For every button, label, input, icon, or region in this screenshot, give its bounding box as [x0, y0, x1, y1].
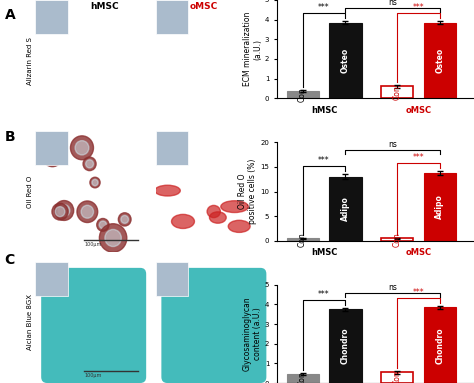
Circle shape [100, 224, 127, 252]
Ellipse shape [155, 185, 180, 196]
Text: oMSC: oMSC [405, 249, 431, 257]
Bar [424, 23, 456, 98]
Text: ***: *** [412, 288, 424, 297]
Bar [381, 87, 413, 98]
Text: A: A [5, 8, 16, 22]
Ellipse shape [172, 214, 194, 229]
Circle shape [55, 201, 73, 221]
Text: 50μm: 50μm [96, 111, 110, 116]
Bar [286, 374, 319, 383]
Text: Oil Red O: Oil Red O [27, 175, 33, 208]
Y-axis label: ECM mineralization
(a.U.): ECM mineralization (a.U.) [243, 12, 262, 86]
Text: oMSC: oMSC [190, 2, 218, 11]
FancyBboxPatch shape [155, 262, 188, 296]
FancyBboxPatch shape [155, 0, 188, 34]
Text: Con: Con [298, 87, 307, 102]
Text: 100μm: 100μm [84, 373, 102, 378]
Text: C: C [5, 253, 15, 267]
Text: hMSC: hMSC [90, 2, 118, 11]
Circle shape [86, 160, 93, 168]
Circle shape [52, 203, 68, 220]
Circle shape [105, 229, 121, 247]
Text: ***: *** [412, 153, 424, 162]
Circle shape [97, 218, 109, 231]
Text: B: B [5, 130, 15, 144]
Text: 100μm: 100μm [84, 242, 102, 247]
Circle shape [83, 157, 96, 171]
Bar [286, 91, 319, 98]
Circle shape [42, 145, 63, 167]
Circle shape [118, 213, 131, 226]
Y-axis label: Glycosaminoglycan
content (a.U.): Glycosaminoglycan content (a.U.) [243, 296, 262, 371]
Text: Con: Con [392, 370, 401, 383]
Ellipse shape [221, 201, 248, 213]
Ellipse shape [210, 212, 226, 223]
Text: ns: ns [388, 0, 397, 7]
FancyBboxPatch shape [155, 131, 188, 165]
Text: Con: Con [392, 85, 401, 100]
Y-axis label: Oil Red O
positive cells (%): Oil Red O positive cells (%) [238, 159, 257, 224]
Text: Adipo: Adipo [341, 196, 350, 221]
Text: Alcian Blue 8GX: Alcian Blue 8GX [27, 295, 33, 350]
Bar [381, 238, 413, 241]
Circle shape [58, 205, 70, 216]
Circle shape [77, 201, 98, 223]
Text: ***: *** [318, 3, 330, 12]
Circle shape [75, 141, 89, 155]
Ellipse shape [228, 220, 250, 232]
Circle shape [81, 205, 93, 218]
Text: Osteo: Osteo [341, 48, 350, 73]
Text: Con: Con [392, 232, 401, 247]
Text: Chondro: Chondro [341, 328, 350, 365]
Bar [329, 309, 362, 383]
Text: ***: *** [318, 290, 330, 299]
Circle shape [99, 221, 107, 229]
Text: ***: *** [412, 3, 424, 12]
Ellipse shape [207, 205, 220, 218]
Text: hMSC: hMSC [311, 249, 337, 257]
FancyBboxPatch shape [36, 0, 68, 34]
Circle shape [46, 150, 59, 162]
Circle shape [55, 206, 65, 217]
Text: Osteo: Osteo [435, 48, 444, 73]
Bar [329, 177, 362, 241]
Text: Alizarin Red S: Alizarin Red S [27, 37, 33, 85]
Text: oMSC: oMSC [405, 106, 431, 115]
Text: Adipo: Adipo [435, 194, 444, 219]
Text: ns: ns [388, 140, 397, 149]
Bar [286, 238, 319, 241]
Circle shape [121, 215, 128, 223]
Bar [424, 308, 456, 383]
Bar [424, 173, 456, 241]
FancyBboxPatch shape [41, 268, 146, 383]
FancyBboxPatch shape [161, 268, 266, 383]
Text: ns: ns [388, 283, 397, 292]
Bar [329, 23, 362, 98]
Circle shape [90, 177, 100, 188]
Text: Con: Con [298, 371, 307, 383]
Text: hMSC: hMSC [311, 106, 337, 115]
FancyBboxPatch shape [36, 262, 68, 296]
Text: Con: Con [298, 232, 307, 247]
Circle shape [71, 136, 93, 160]
Bar [381, 372, 413, 383]
Text: Chondro: Chondro [435, 327, 444, 363]
FancyBboxPatch shape [36, 131, 68, 165]
Text: ***: *** [318, 157, 330, 165]
Circle shape [92, 179, 98, 186]
